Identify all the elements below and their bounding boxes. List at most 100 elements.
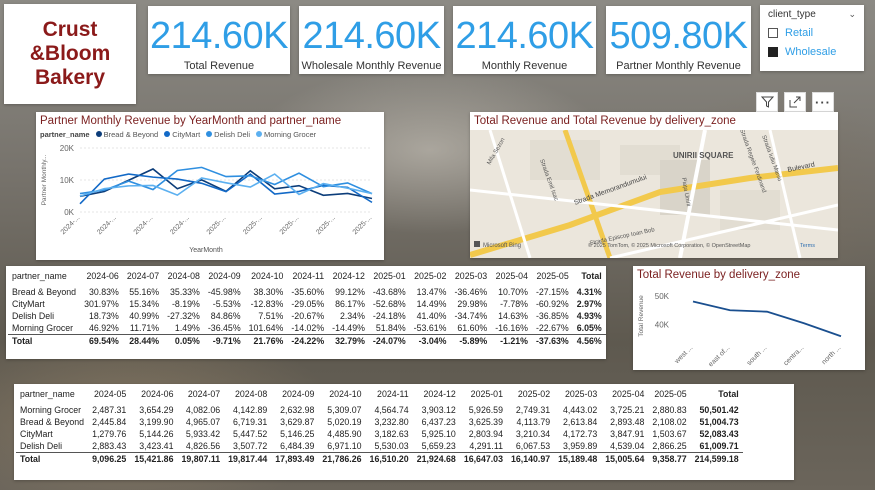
checkbox-wholesale[interactable] [768,47,778,57]
legend-item-delish-deli[interactable]: Delish Deli [206,130,250,139]
table-row[interactable]: Bread & Beyond 2,445.84 3,199.90 4,965.07 6,… [16,416,743,428]
total-cell: 17,893.49 [271,452,319,465]
column-header[interactable]: 2024-06 [141,389,174,399]
column-header[interactable]: 2025-04 [612,389,645,399]
column-header[interactable]: 2024-10 [251,271,284,281]
column-header[interactable]: 2024-12 [332,271,365,281]
column-header[interactable]: partner_name [12,271,67,281]
series-line-3[interactable] [79,173,373,197]
column-header[interactable]: 2025-02 [517,389,551,399]
y-axis-label: Partner Monthly... [41,154,48,205]
kpi-partner-monthly-revenue[interactable]: 509.80K Partner Monthly Revenue [606,6,751,74]
table-cell: 2,803.94 [468,429,503,439]
kpi-monthly-revenue[interactable]: 214.60K Monthly Revenue [453,6,596,74]
table-cell: 2,749.31 [515,405,551,415]
column-header[interactable]: 2025-05 [536,271,569,281]
map-canvas[interactable]: UNIRII SQUARE Strada Memorandumului Stra… [470,130,838,258]
column-header[interactable]: 2025-01 [373,271,406,281]
table-cell: -12.83% [250,299,284,309]
column-header[interactable]: partner_name [20,389,75,399]
total-cell: 19,807.11 [177,452,225,465]
table-cell: 61.60% [457,323,488,333]
column-header[interactable]: 2025-04 [495,271,528,281]
column-header[interactable]: 2024-06 [86,271,119,281]
slicer-option-wholesale[interactable]: Wholesale [768,46,856,58]
column-header[interactable]: 2024-08 [167,271,200,281]
column-header[interactable]: 2024-05 [94,389,127,399]
table-cell: 101.64% [248,323,284,333]
x-tick-label: 2025-... [242,214,264,236]
table-row[interactable]: Morning Grocer 2,487.31 3,654.29 4,082.06 4,… [16,404,743,416]
y-tick-label: 10K [60,176,75,185]
legend-item-bread-beyond[interactable]: Bread & Beyond [95,130,159,139]
column-header[interactable]: 2024-12 [423,389,456,399]
column-header[interactable]: 2024-11 [292,271,325,281]
column-header[interactable]: 2024-10 [329,389,362,399]
table-cell: 3,847.91 [610,429,645,439]
column-header[interactable]: 2025-05 [654,389,687,399]
table-cell: 6,484.39 [280,441,315,451]
slicer-option-retail[interactable]: Retail [768,27,856,39]
total-cell: 9,096.25 [88,452,131,465]
chevron-down-icon[interactable]: ⌄ [848,9,856,19]
column-header[interactable]: 2024-07 [187,389,221,399]
delivery-zone-map[interactable]: Total Revenue and Total Revenue by deliv… [470,112,838,258]
table-row[interactable]: Delish Deli 2,883.43 3,423.41 4,826.56 3,507… [16,440,743,453]
focus-mode-icon[interactable] [784,92,806,112]
column-header[interactable]: 2025-01 [470,389,503,399]
bing-logo-icon [474,241,480,247]
legend-label: Bread & Beyond [103,130,159,139]
table-cell: -60.92% [535,299,569,309]
legend-label: CityMart [172,130,201,139]
table-cell: 4,539.04 [610,441,645,451]
table-cell: 2,445.84 [92,417,127,427]
table-cell: 52,083.43 [699,429,739,439]
slicer-option-label: Retail [785,27,814,39]
more-options-icon[interactable]: ··· [812,92,834,112]
table-cell: 2,893.48 [610,417,645,427]
map-attribution-bing: Microsoft Bing [483,243,521,249]
client-type-slicer[interactable]: client_type ⌄ Retail Wholesale [760,5,864,71]
column-header[interactable]: 2024-08 [234,389,268,399]
legend-item-citymart[interactable]: CityMart [164,130,200,139]
checkbox-retail[interactable] [768,28,778,38]
table-header-row: partner_name 2024-06 2024-07 2024-08 2024-09… [8,268,606,286]
column-header[interactable]: 2024-11 [377,389,409,399]
percent-change-matrix[interactable]: partner_name 2024-06 2024-07 2024-08 2024-09… [6,266,606,359]
table-cell: 2,487.31 [92,405,127,415]
table-cell: 4.31% [576,287,602,297]
column-header[interactable]: 2024-09 [208,271,241,281]
table-row[interactable]: CityMart 301.97% 15.34% -8.19% -5.53% -12.83%… [8,298,606,310]
table-cell: 5,925.10 [421,429,456,439]
map-terms-link[interactable]: Terms [800,243,815,249]
delivery-zone-revenue-chart[interactable]: Total Revenue by delivery_zone 40K 50K Tot… [633,266,865,370]
legend-item-morning-grocer[interactable]: Morning Grocer [256,130,316,139]
series-line-1[interactable] [79,173,373,205]
total-cell: 16,140.97 [506,452,555,465]
revenue-matrix[interactable]: partner_name 2024-05 2024-06 2024-07 2024-08… [14,384,794,480]
table-cell: 301.97% [84,299,119,309]
column-header[interactable]: Total [581,271,602,281]
kpi-wholesale-monthly-revenue[interactable]: 214.60K Wholesale Monthly Revenue [299,6,444,74]
table-row[interactable]: Delish Deli 18.73% 40.99% -27.32% 84.86% 7.51… [8,310,606,322]
table-row[interactable]: CityMart 1,279.76 5,144.26 5,933.42 5,447.52… [16,428,743,440]
column-header[interactable]: 2024-07 [126,271,160,281]
kpi-value: 509.80K [609,15,748,57]
table-cell: 4,965.07 [185,417,221,427]
table-row[interactable]: Morning Grocer 46.92% 11.71% 1.49% -36.45% 10… [8,322,606,335]
x-tick-label: east of... [707,344,731,368]
column-header[interactable]: 2025-02 [414,271,447,281]
column-header[interactable]: 2025-03 [454,271,488,281]
column-header[interactable]: Total [718,389,739,399]
series-line-2[interactable] [79,166,373,195]
table-cell: 2,880.83 [652,405,687,415]
column-header[interactable]: 2025-03 [564,389,598,399]
table-row[interactable]: Bread & Beyond 30.83% 55.16% 35.33% -45.98% 3… [8,286,606,298]
filter-icon[interactable] [756,92,778,112]
legend-label: Morning Grocer [264,130,317,139]
zone-revenue-line[interactable] [692,300,842,338]
slicer-title: client_type [768,9,816,20]
column-header[interactable]: 2024-09 [282,389,315,399]
partner-monthly-revenue-chart[interactable]: Partner Monthly Revenue by YearMonth and… [36,112,384,260]
kpi-total-revenue[interactable]: 214.60K Total Revenue [148,6,290,74]
